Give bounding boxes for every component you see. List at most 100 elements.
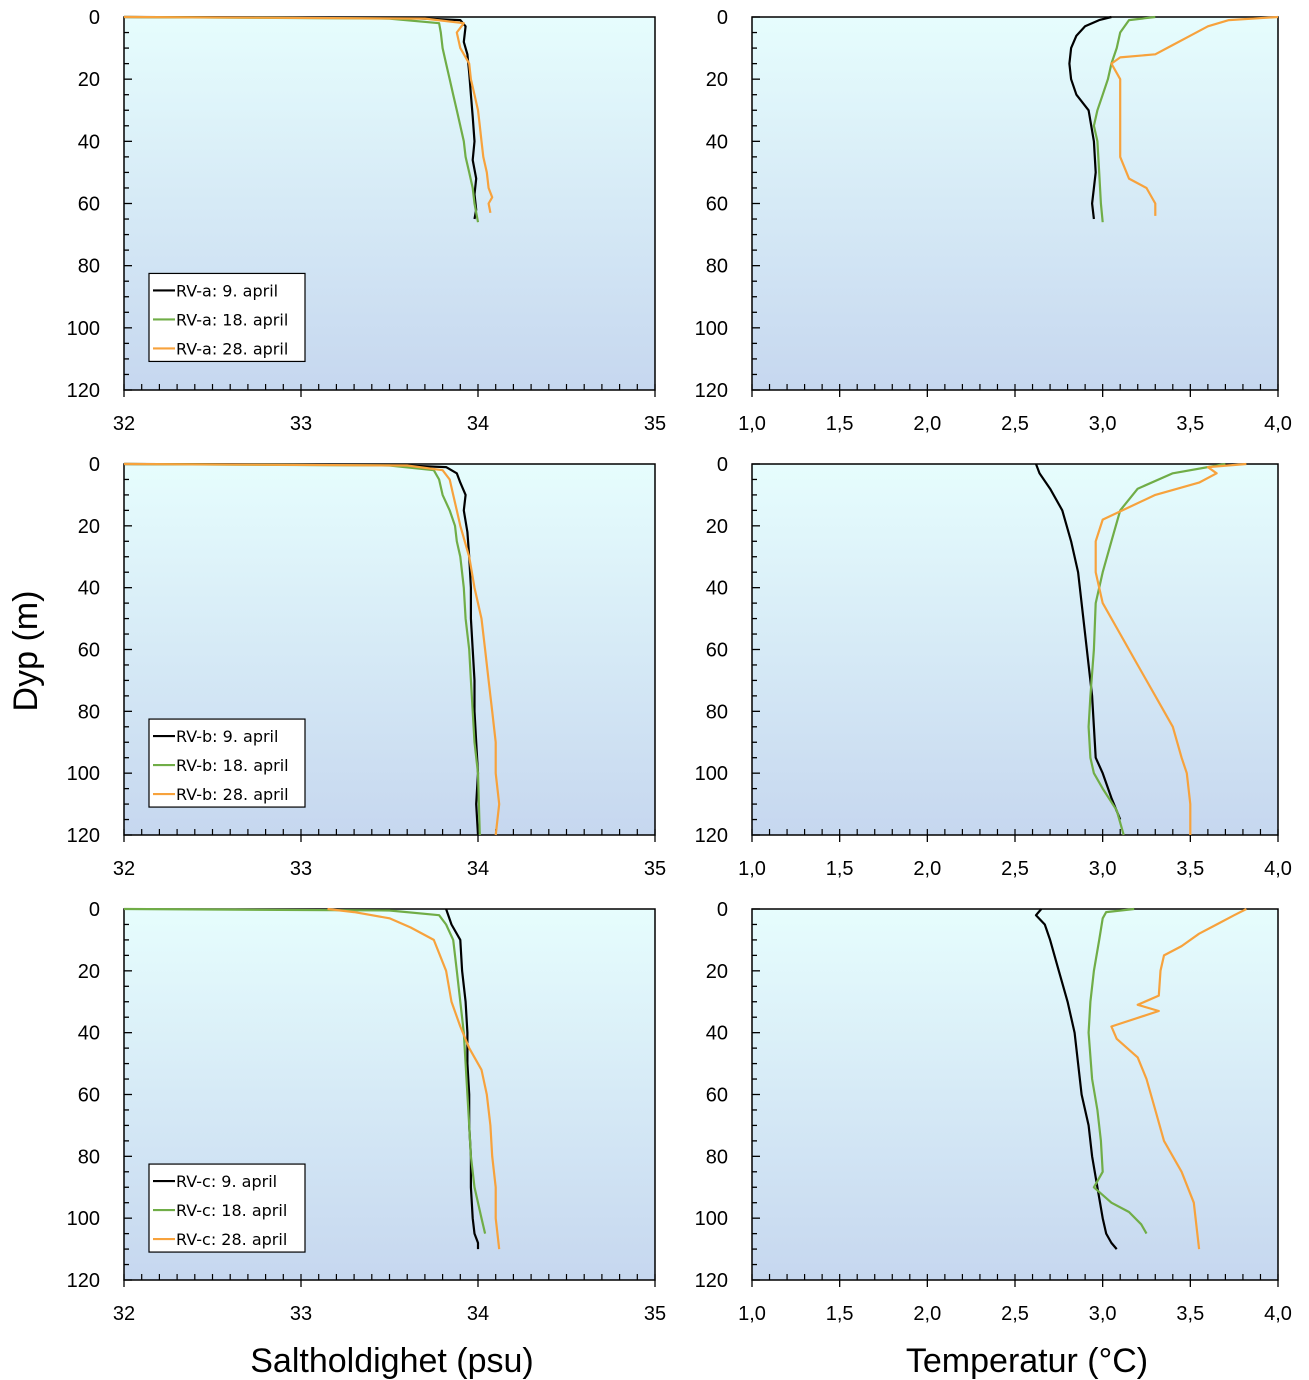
series-line-2: [123, 462, 481, 836]
y-tick-label: 80: [78, 701, 100, 723]
x-tick-label: 4,0: [1264, 413, 1292, 435]
x-tick-label: 2,5: [1001, 1303, 1029, 1325]
y-tick-label: 100: [695, 1208, 728, 1230]
panel-rv-c-temperature: 0 20 40 60 80 100 120 1,0 1,5 2,0 2,5 3,0 3,5 4,0: [695, 899, 1292, 1325]
y-tick-label: 80: [706, 1146, 728, 1168]
y-tick-label: 120: [695, 380, 728, 402]
x-tick-label: 3,0: [1089, 1303, 1117, 1325]
x-tick-label: 3,0: [1089, 413, 1117, 435]
legend: RV-c: 9. april RV-c: 18. april RV-c: 28. a…: [148, 1163, 306, 1253]
series-line-2: [1087, 907, 1148, 1235]
x-tick-label: 32: [113, 1303, 135, 1325]
x-tick-label: 35: [644, 413, 666, 435]
x-tick-label: 34: [467, 858, 489, 880]
x-tick-label: 3,5: [1176, 413, 1204, 435]
x-tick-label: 33: [290, 1303, 312, 1325]
legend-box: [148, 718, 306, 808]
series-line-2: [1087, 462, 1226, 836]
y-tick-label: 0: [89, 899, 100, 921]
y-tick-label: 80: [706, 256, 728, 278]
y-tick-label: 120: [695, 825, 728, 847]
y-tick-label: 80: [706, 701, 728, 723]
x-tick-label: 33: [290, 858, 312, 880]
y-tick-label: 60: [78, 640, 100, 662]
y-tick-label: 0: [89, 454, 100, 476]
series-line-3: [123, 462, 501, 836]
series-line-1: [1034, 908, 1118, 1250]
y-tick-label: 40: [78, 578, 100, 600]
y-tick-label: 120: [695, 1270, 728, 1292]
legend: RV-a: 9. april RV-a: 18. april RV-a: 28. a…: [148, 272, 306, 363]
y-tick-label: 40: [78, 1023, 100, 1045]
series-line-2: [1092, 15, 1156, 223]
series-line-3: [123, 15, 494, 214]
y-tick-label: 100: [695, 318, 728, 340]
legend-label: RV-b: 9. april: [176, 727, 278, 746]
x-axis-title-temperature: Temperatur (°C): [906, 1342, 1148, 1380]
y-tick-label: 0: [89, 7, 100, 29]
series-line-2: [123, 15, 480, 223]
x-tick-label: 3,0: [1089, 858, 1117, 880]
x-tick-label: 2,5: [1001, 858, 1029, 880]
x-tick-label: 33: [290, 413, 312, 435]
y-tick-label: 60: [706, 194, 728, 216]
legend: RV-b: 9. april RV-b: 18. april RV-b: 28. a…: [148, 718, 306, 808]
y-tick-label: 100: [67, 763, 100, 785]
panel-rv-b-temperature: 0 20 40 60 80 100 120 1,0 1,5 2,0 2,5 3,0 3,5 4,0: [695, 454, 1292, 880]
x-tick-label: 34: [467, 413, 489, 435]
y-tick-label: 20: [706, 516, 728, 538]
y-tick-label: 60: [706, 1085, 728, 1107]
y-tick-label: 20: [78, 516, 100, 538]
x-tick-label: 1,5: [826, 1303, 854, 1325]
y-tick-label: 0: [717, 454, 728, 476]
legend-label: RV-b: 18. april: [176, 756, 289, 775]
x-tick-label: 1,0: [738, 1303, 766, 1325]
y-tick-label: 0: [717, 899, 728, 921]
y-tick-label: 40: [706, 131, 728, 153]
series-line-1: [1034, 463, 1122, 820]
y-tick-label: 80: [78, 256, 100, 278]
series-line-1: [1068, 15, 1112, 220]
y-tick-label: 120: [67, 1270, 100, 1292]
y-tick-label: 20: [78, 69, 100, 91]
x-tick-label: 1,5: [826, 858, 854, 880]
x-tick-label: 35: [644, 1303, 666, 1325]
y-tick-label: 20: [706, 69, 728, 91]
x-tick-label: 2,0: [913, 1303, 941, 1325]
plot-area: [752, 17, 1278, 390]
x-tick-label: 1,5: [826, 413, 854, 435]
y-tick-label: 40: [78, 131, 100, 153]
x-tick-label: 32: [113, 413, 135, 435]
x-tick-label: 3,5: [1176, 1303, 1204, 1325]
y-tick-label: 120: [67, 825, 100, 847]
plot-area: [752, 909, 1278, 1280]
legend-label: RV-b: 28. april: [176, 785, 289, 804]
x-tick-label: 35: [644, 858, 666, 880]
x-tick-label: 34: [467, 1303, 489, 1325]
plot-area: [752, 464, 1278, 835]
series-line-1: [445, 908, 480, 1250]
y-tick-label: 40: [706, 1023, 728, 1045]
y-tick-label: 60: [78, 194, 100, 216]
x-tick-label: 2,5: [1001, 413, 1029, 435]
x-tick-label: 1,0: [738, 858, 766, 880]
x-tick-label: 4,0: [1264, 858, 1292, 880]
series-line-3: [1110, 908, 1247, 1250]
y-tick-label: 20: [706, 961, 728, 983]
series-line-1: [123, 462, 480, 836]
legend-label: RV-c: 28. april: [176, 1230, 287, 1249]
legend-box: [148, 272, 306, 363]
y-tick-label: 20: [78, 961, 100, 983]
legend-label: RV-c: 9. april: [176, 1172, 277, 1191]
y-tick-label: 80: [78, 1146, 100, 1168]
x-tick-label: 32: [113, 858, 135, 880]
x-tick-label: 4,0: [1264, 1303, 1292, 1325]
legend-label: RV-c: 18. april: [176, 1201, 287, 1220]
legend-box: [148, 1163, 306, 1253]
x-tick-label: 3,5: [1176, 858, 1204, 880]
y-tick-label: 60: [706, 640, 728, 662]
x-tick-label: 2,0: [913, 413, 941, 435]
